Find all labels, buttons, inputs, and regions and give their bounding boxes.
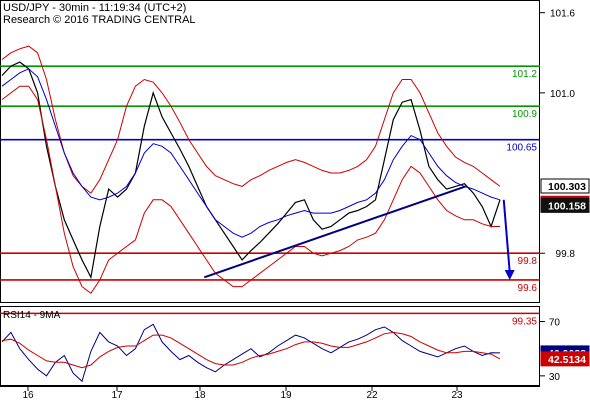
rsi-panel-frame [0,306,540,386]
price-tag-box [540,351,590,367]
rsi-series-line [1,323,501,383]
price-panel-frame [0,0,540,303]
price-series-line [1,61,501,280]
level-label: 100.9 [512,109,537,120]
level-label: 101.2 [512,69,537,80]
chart-title: USD/JPY - 30min - 11:19:34 (UTC+2) [3,2,186,14]
price-tag-box [540,178,590,194]
level-label: 99.6 [518,283,538,294]
chart-copyright: Research © 2016 TRADING CENTRAL [3,14,196,26]
price-level-lines: 101.2 100.9 100.65 99.8 99.6 99.35 [0,65,540,327]
price-series-line [1,85,500,295]
y-tick-label: 101.0 [550,89,575,100]
rsi-series-lines [1,323,501,383]
rsi-series-line [1,331,501,369]
chart-overlays [203,185,515,280]
rsi-y-tick-label: 70 [549,318,561,329]
rsi-title: RSI14 - 9MA [3,310,61,321]
x-tick-label: 19 [280,390,292,400]
y-tick-label: 101.6 [550,9,575,20]
price-series-line [1,45,501,194]
y-tick-label: 99.8 [556,249,576,260]
price-series-line [1,68,501,238]
rsi-y-tick-label: 30 [549,372,561,383]
price-tag-box [540,197,590,213]
level-label: 99.8 [518,256,538,267]
forecast-arrow-head [504,269,515,280]
x-tick-label: 22 [366,390,378,400]
level-label: 99.35 [512,316,537,327]
x-tick-label: 16 [22,390,34,400]
axes-ticks: 101.6 101.0 99.8 70 30 16 17 18 19 22 23 [22,9,575,400]
trendline [203,185,466,279]
forecast-arrow-line [502,199,511,273]
level-label: 100.65 [506,143,537,154]
x-tick-label: 17 [111,390,123,400]
price-series-lines [1,45,501,295]
x-tick-label: 18 [194,390,206,400]
price-tag-label: 42.5134 [548,354,586,366]
price-tag-label: 100.303 [548,181,586,193]
x-tick-label: 23 [451,390,463,400]
price-tag-label: 100.158 [548,200,586,212]
